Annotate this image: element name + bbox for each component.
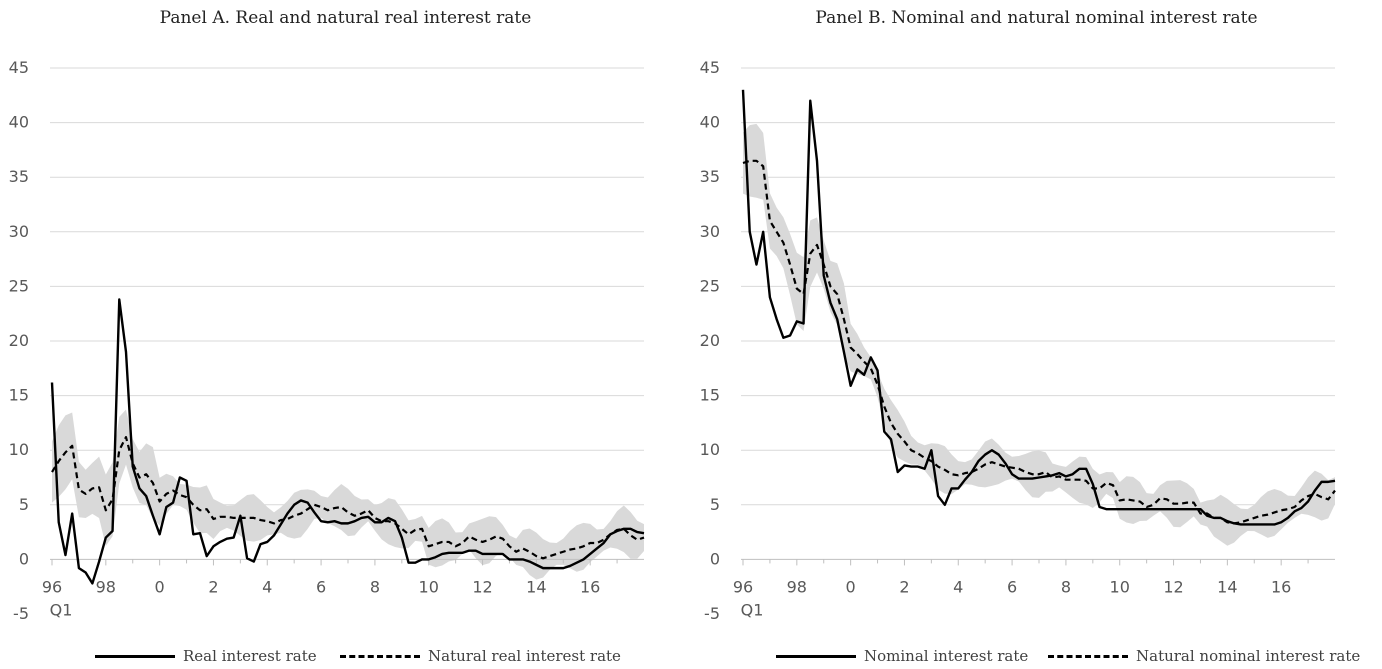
legend-item: Natural real interest rate — [340, 645, 621, 667]
x-tick-label: 0 — [846, 577, 856, 596]
x-tick-label: 6 — [1007, 577, 1017, 596]
x-tick-label: 12 — [1163, 577, 1183, 596]
y-tick-label: 5 — [19, 495, 29, 514]
x-tick-label: 14 — [526, 577, 546, 596]
x-tick-sublabel: Q1 — [741, 600, 764, 619]
chart-plot-b: 45 40 35 30 25 20 15 10 5 0 -5 96 98 0 2 4 6 8 10 12 14 16 Q1 — [700, 58, 1336, 623]
x-tick-label: 0 — [155, 577, 165, 596]
x-tick-label: 98 — [96, 577, 116, 596]
y-tick-label: 10 — [9, 440, 29, 459]
legend-label: Natural real interest rate — [428, 647, 621, 665]
legend-swatch-dashed — [1048, 654, 1128, 658]
legend-item: Nominal interest rate — [776, 645, 1028, 667]
x-tick-label: 16 — [1271, 577, 1291, 596]
chart-legend: Nominal interest rate Natural nominal in… — [691, 645, 1382, 669]
y-tick-label: 30 — [700, 222, 720, 241]
y-tick-label: 45 — [9, 58, 29, 77]
y-tick-label: 30 — [9, 222, 29, 241]
y-tick-label: 10 — [700, 440, 720, 459]
confidence-band — [743, 123, 1335, 546]
confidence-band — [52, 409, 644, 580]
y-tick-label: 15 — [9, 386, 29, 405]
legend-swatch-solid — [776, 654, 856, 658]
series-line-dashed — [51, 435, 645, 560]
x-tick-label: 16 — [580, 577, 600, 596]
y-tick-label: 20 — [9, 331, 29, 350]
y-tick-label: 35 — [9, 167, 29, 186]
x-tick-sublabel: Q1 — [50, 600, 73, 619]
y-tick-label: 25 — [9, 276, 29, 295]
y-tick-label: 5 — [710, 495, 720, 514]
y-tick-label: 35 — [700, 167, 720, 186]
y-tick-label: 0 — [19, 549, 29, 568]
legend-item: Natural nominal interest rate — [1048, 645, 1360, 667]
chart-plot-a: 45 40 35 30 25 20 15 10 5 0 -5 96 98 0 2 4 6 8 10 12 14 16 Q1 — [9, 58, 645, 623]
x-tick-label: 8 — [1061, 577, 1071, 596]
y-tick-label: 20 — [700, 331, 720, 350]
x-tick-label: 8 — [370, 577, 380, 596]
chart-legend: Real interest rate Natural real interest… — [0, 645, 691, 669]
x-tick-label: 14 — [1217, 577, 1237, 596]
x-tick-label: 4 — [262, 577, 272, 596]
panel-a: Panel A. Real and natural real interest … — [0, 8, 691, 669]
x-tick-label: 12 — [472, 577, 492, 596]
y-tick-label: 45 — [700, 58, 720, 77]
y-tick-label: -5 — [704, 604, 720, 623]
y-tick-label: 40 — [9, 113, 29, 132]
x-tick-label: 98 — [787, 577, 807, 596]
chart-title: Panel B. Nominal and natural nominal int… — [815, 8, 1258, 28]
legend-label: Nominal interest rate — [864, 647, 1029, 665]
y-tick-label: 40 — [700, 113, 720, 132]
x-tick-label: 4 — [953, 577, 963, 596]
x-tick-label: 6 — [316, 577, 326, 596]
legend-swatch-dashed — [340, 654, 420, 658]
panel-b: Panel B. Nominal and natural nominal int… — [691, 0, 1382, 669]
x-tick-label: 96 — [42, 577, 62, 596]
x-tick-label: 10 — [419, 577, 439, 596]
y-tick-label: 15 — [700, 386, 720, 405]
legend-item: Real interest rate — [95, 645, 317, 667]
legend-swatch-solid — [95, 654, 175, 658]
x-tick-label: 96 — [733, 577, 753, 596]
chart-title: Panel A. Real and natural real interest … — [159, 8, 532, 28]
x-tick-label: 10 — [1110, 577, 1130, 596]
x-tick-label: 2 — [899, 577, 909, 596]
y-tick-label: -5 — [13, 604, 29, 623]
y-tick-label: 25 — [700, 276, 720, 295]
x-tick-label: 2 — [208, 577, 218, 596]
series-line-solid — [50, 298, 645, 585]
legend-label: Natural nominal interest rate — [1136, 647, 1361, 665]
series-line-dashed — [742, 159, 1336, 525]
y-tick-label: 0 — [710, 549, 720, 568]
legend-label: Real interest rate — [183, 647, 317, 665]
